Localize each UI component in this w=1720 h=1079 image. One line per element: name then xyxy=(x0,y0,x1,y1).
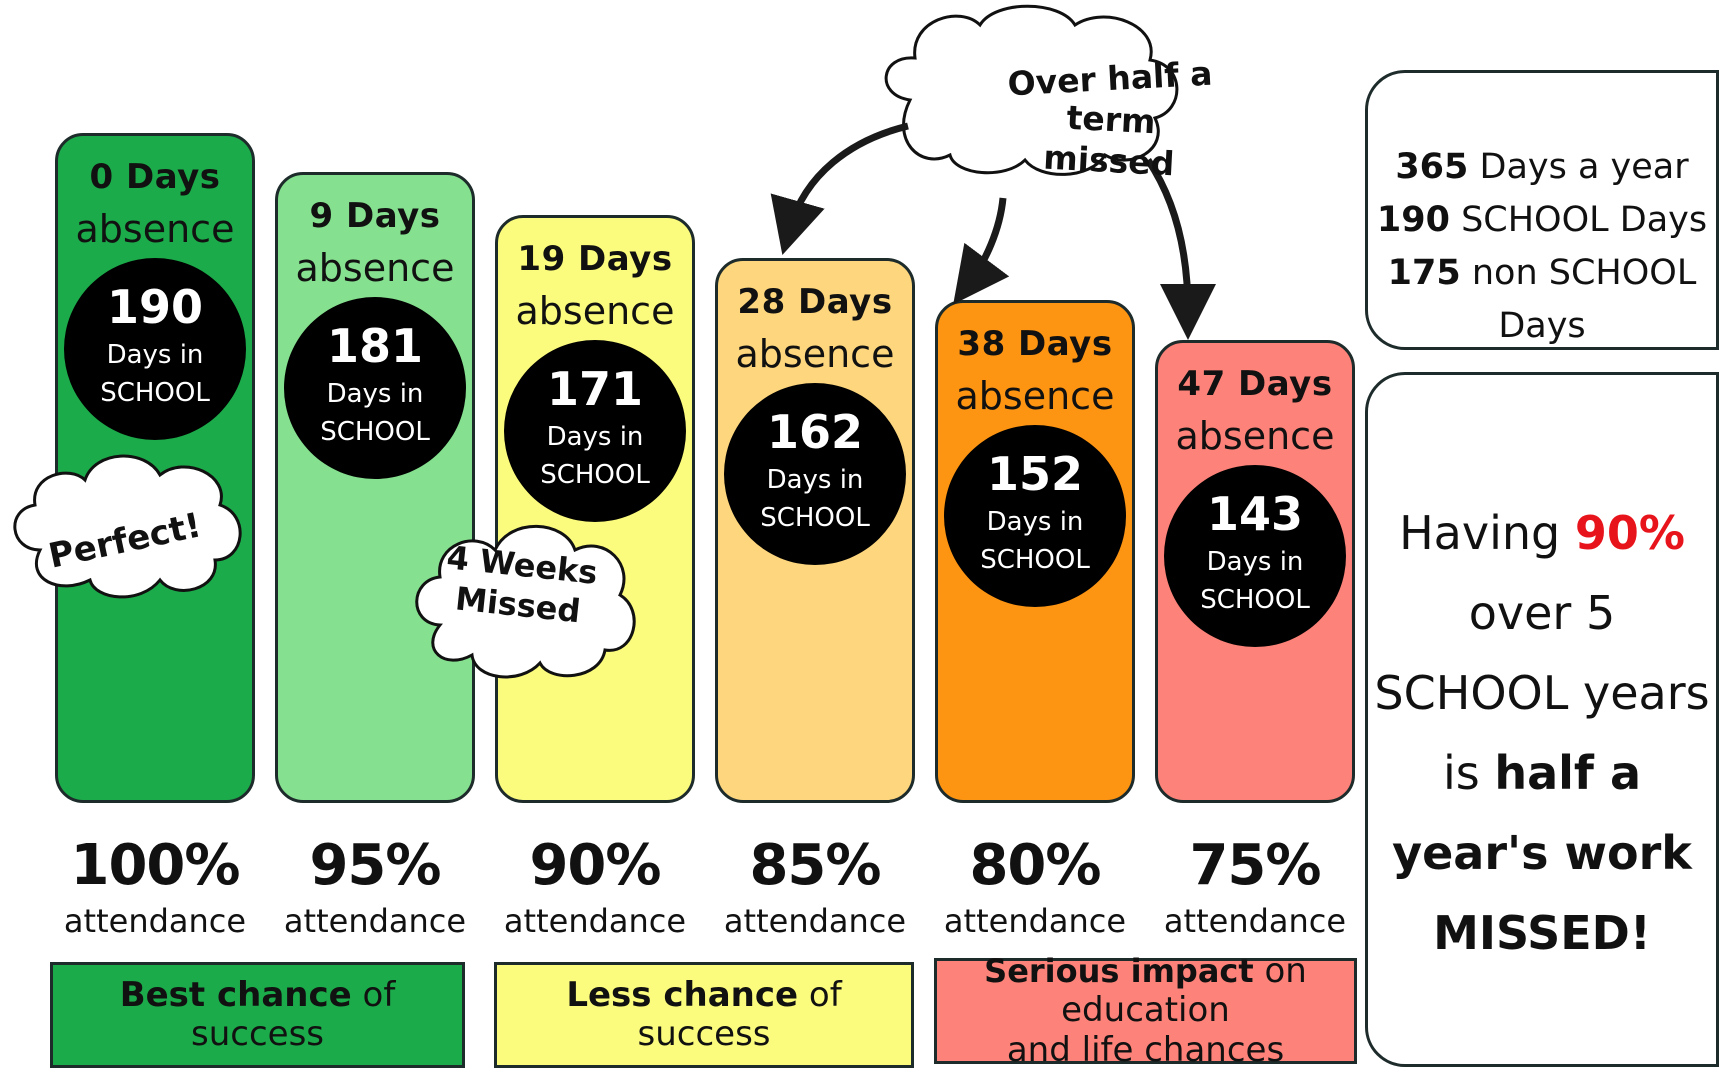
less-bold: Less chance xyxy=(566,974,799,1015)
arrow-to-75 xyxy=(1145,158,1216,340)
perfect-cloud xyxy=(13,454,242,599)
arrow-to-85 xyxy=(770,122,909,255)
year-line-2: 190 SCHOOL Days xyxy=(1376,200,1708,240)
attendance-percent: 75% xyxy=(1189,833,1321,898)
absence-label: absence xyxy=(515,289,675,333)
arrow-to-80 xyxy=(953,197,1010,305)
attendance-column: 38 Days absence 152 Days in SCHOOL xyxy=(935,300,1135,803)
attendance-column: 19 Days absence 171 Days in SCHOOL xyxy=(495,215,695,803)
absence-label: absence xyxy=(295,246,455,290)
serious-impact-band: Serious impact on education and life cha… xyxy=(934,952,1357,1069)
attendance-label: attendance xyxy=(63,902,247,940)
attendance-label: attendance xyxy=(283,902,467,940)
half-term-line2: term missed xyxy=(1042,97,1176,184)
school-label: SCHOOL xyxy=(100,378,210,408)
days-in-label: Days in xyxy=(766,465,864,495)
absence-label: absence xyxy=(1175,414,1335,458)
attendance-percent: 80% xyxy=(969,833,1101,898)
attendance-column: 0 Days absence 190 Days in SCHOOL xyxy=(55,133,255,803)
days-in-label: Days in xyxy=(326,379,424,409)
four-weeks-label: 4 Weeks Missed xyxy=(436,537,603,633)
year-info-box: 365 Days a year 190 SCHOOL Days 175 non … xyxy=(1365,70,1719,350)
less-rest: of success xyxy=(637,974,842,1054)
summary-line-1: Having 90% xyxy=(1399,506,1685,560)
school-label: SCHOOL xyxy=(540,460,650,490)
days-in-school-disc: 171 Days in SCHOOL xyxy=(504,340,686,522)
summary-line-4: is half a xyxy=(1443,746,1641,800)
days-in-school-disc: 152 Days in SCHOOL xyxy=(944,425,1126,607)
days-in-school-number: 152 xyxy=(986,447,1084,501)
summary-line-5: year's work xyxy=(1392,826,1692,880)
days-in-label: Days in xyxy=(1206,547,1304,577)
days-in-school-number: 190 xyxy=(106,280,204,334)
attendance-percent: 85% xyxy=(749,833,881,898)
attendance-percent: 90% xyxy=(529,833,661,898)
days-in-school-number: 162 xyxy=(766,405,864,459)
serious-bold: Serious impact xyxy=(984,952,1254,991)
summary-box: Having 90% over 5 SCHOOL years is half a… xyxy=(1365,372,1719,1067)
attendance-column: 47 Days absence 143 Days in SCHOOL xyxy=(1155,340,1355,803)
days-in-school-disc: 181 Days in SCHOOL xyxy=(284,297,466,479)
attendance-label: attendance xyxy=(1163,902,1347,940)
days-in-school-disc: 143 Days in SCHOOL xyxy=(1164,465,1346,647)
days-in-school-number: 171 xyxy=(546,362,644,416)
absence-label: absence xyxy=(735,332,895,376)
days-in-school-disc: 190 Days in SCHOOL xyxy=(64,258,246,440)
attendance-label: attendance xyxy=(723,902,907,940)
half-term-label: Over half a term missed xyxy=(1000,54,1220,184)
absence-days: 19 Days xyxy=(517,239,673,279)
days-in-label: Days in xyxy=(106,340,204,370)
best-chance-band: Best chance of success xyxy=(50,962,465,1068)
absence-days: 38 Days xyxy=(957,324,1113,364)
serious-line2: and life chances xyxy=(1006,1029,1285,1070)
summary-line-3: SCHOOL years xyxy=(1374,666,1710,720)
best-rest: of success xyxy=(191,974,396,1054)
year-line-3: 175 non SCHOOL Days xyxy=(1387,253,1697,346)
summary-line-2: over 5 xyxy=(1468,586,1616,640)
days-in-school-disc: 162 Days in SCHOOL xyxy=(724,383,906,565)
year-line-1: 365 Days a year xyxy=(1395,147,1689,187)
days-in-label: Days in xyxy=(986,507,1084,537)
days-in-label: Days in xyxy=(546,422,644,452)
school-label: SCHOOL xyxy=(320,417,430,447)
summary-line-6: MISSED! xyxy=(1433,906,1651,960)
attendance-label: attendance xyxy=(943,902,1127,940)
attendance-label: attendance xyxy=(503,902,687,940)
absence-days: 47 Days xyxy=(1177,364,1333,404)
absence-label: absence xyxy=(75,207,235,251)
attendance-percent: 95% xyxy=(309,833,441,898)
absence-days: 0 Days xyxy=(89,157,221,197)
best-bold: Best chance xyxy=(119,974,352,1015)
four-weeks-cloud xyxy=(415,524,636,679)
attendance-column: 9 Days absence 181 Days in SCHOOL xyxy=(275,172,475,803)
attendance-percent: 100% xyxy=(70,833,240,898)
school-label: SCHOOL xyxy=(980,545,1090,575)
days-in-school-number: 181 xyxy=(326,319,424,373)
serious-rest: on education xyxy=(1061,951,1307,1031)
absence-days: 9 Days xyxy=(309,196,441,236)
days-in-school-number: 143 xyxy=(1206,487,1304,541)
less-chance-band: Less chance of success xyxy=(494,962,914,1068)
half-term-cloud xyxy=(770,4,1216,340)
school-label: SCHOOL xyxy=(760,503,870,533)
absence-label: absence xyxy=(955,374,1115,418)
school-label: SCHOOL xyxy=(1200,585,1310,615)
attendance-column: 28 Days absence 162 Days in SCHOOL xyxy=(715,258,915,803)
absence-days: 28 Days xyxy=(737,282,893,322)
